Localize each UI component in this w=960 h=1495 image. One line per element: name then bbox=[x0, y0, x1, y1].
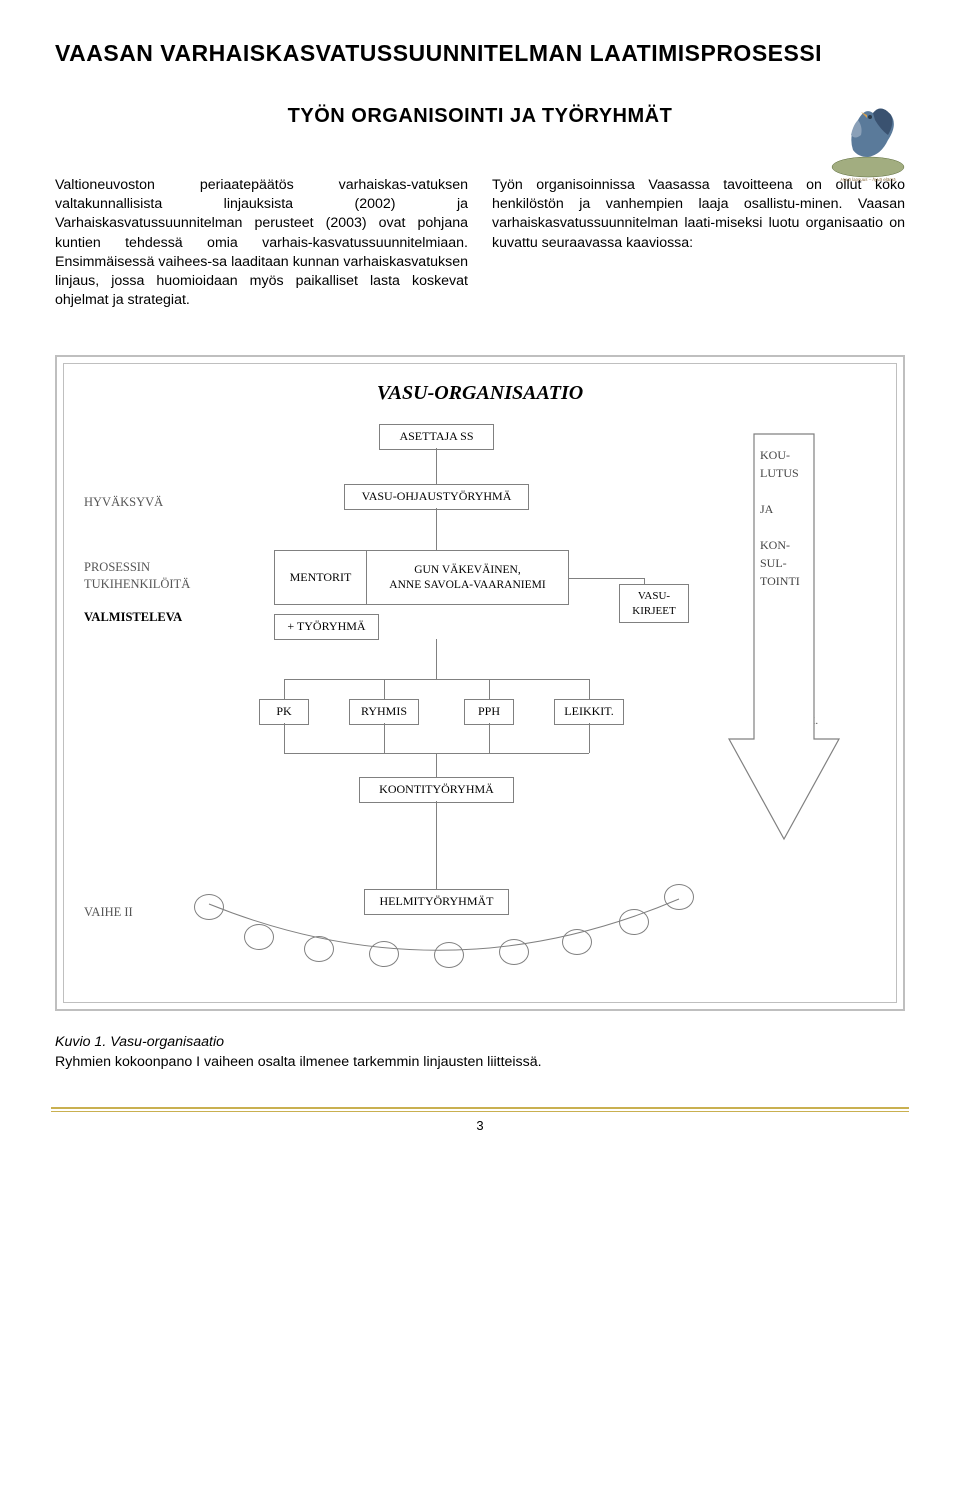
box-asettaja: ASETTAJA SS bbox=[379, 424, 494, 450]
box-ohjaus: VASU-OHJAUSTYÖRYHMÄ bbox=[344, 484, 529, 510]
label-valmisteleva: VALMISTELEVA bbox=[84, 609, 182, 626]
caption-body: Ryhmien kokoonpano I vaiheen osalta ilme… bbox=[55, 1054, 542, 1070]
box-mentorit-names: GUN VÄKEVÄINEN, ANNE SAVOLA-VAARANIEMI bbox=[367, 551, 568, 604]
box-leikkit: LEIKKIT. bbox=[554, 699, 624, 725]
bird-logo: Hyvä lapsuus – hyvä elämä bbox=[823, 95, 913, 185]
box-ryhmis: RYHMIS bbox=[349, 699, 419, 725]
label-vaihe2: VAIHE II bbox=[84, 904, 133, 921]
arrow-text: KOU- LUTUS JA KON- SUL- TOINTI bbox=[760, 446, 830, 590]
page-subtitle: TYÖN ORGANISOINTI JA TYÖRYHMÄT bbox=[288, 105, 673, 128]
box-mentors: MENTORIT GUN VÄKEVÄINEN, ANNE SAVOLA-VAA… bbox=[274, 550, 569, 605]
figure-caption: Kuvio 1. Vasu-organisaatio Ryhmien kokoo… bbox=[55, 1033, 905, 1073]
box-koonti: KOONTITYÖRYHMÄ bbox=[359, 777, 514, 803]
diagram-title: VASU-ORGANISAATIO bbox=[377, 382, 583, 405]
page-number: 3 bbox=[55, 1118, 905, 1133]
label-prosessin: PROSESSIN TUKIHENKILÖITÄ bbox=[84, 559, 190, 593]
caption-title: Kuvio 1. Vasu-organisaatio bbox=[55, 1034, 224, 1050]
footer-rule bbox=[51, 1107, 909, 1112]
page-title: VAASAN VARHAISKASVATUSSUUNNITELMAN LAATI… bbox=[55, 40, 905, 67]
label-hyvaksyva: HYVÄKSYVÄ bbox=[84, 494, 163, 511]
box-vasukirjeet: VASU- KIRJEET bbox=[619, 584, 689, 623]
org-diagram: VASU-ORGANISAATIO HYVÄKSYVÄ PROSESSIN TU… bbox=[63, 363, 897, 1003]
svg-text:Hyvä lapsuus – hyvä elämä: Hyvä lapsuus – hyvä elämä bbox=[840, 177, 896, 182]
box-pk: PK bbox=[259, 699, 309, 725]
body-col-left: Valtioneuvoston periaatepäätös varhaiska… bbox=[55, 176, 468, 310]
circles-arc bbox=[189, 884, 699, 984]
diagram-frame: VASU-ORGANISAATIO HYVÄKSYVÄ PROSESSIN TU… bbox=[55, 355, 905, 1011]
box-pph: PPH bbox=[464, 699, 514, 725]
body-col-right: Työn organisoinnissa Vaasassa tavoitteen… bbox=[492, 176, 905, 310]
box-tyoryhma: + TYÖRYHMÄ bbox=[274, 614, 379, 640]
box-mentorit: MENTORIT bbox=[275, 551, 367, 604]
